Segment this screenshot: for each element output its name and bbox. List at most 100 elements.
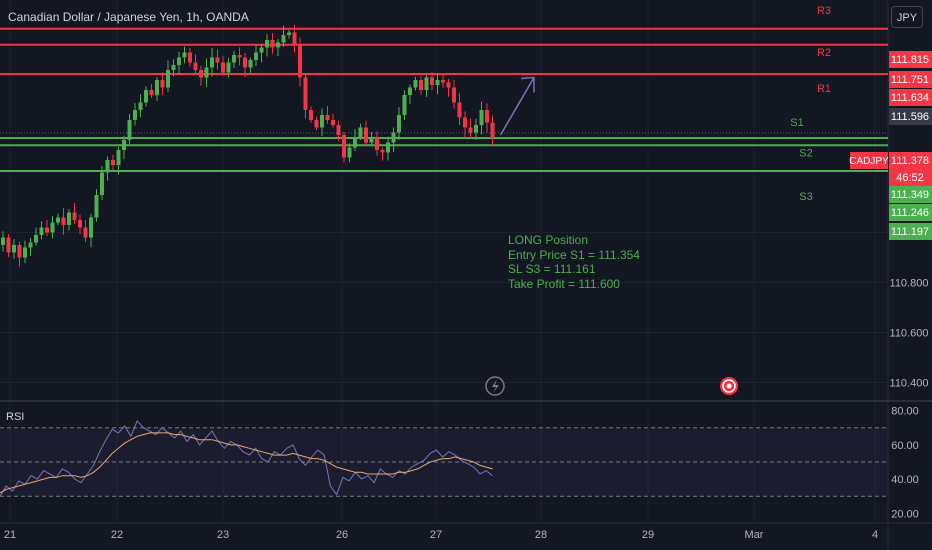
price-badge [889, 71, 932, 88]
price-tick-label: 110.600 [890, 328, 929, 340]
candle-body [336, 125, 341, 135]
candle-body [413, 80, 418, 88]
price-badge-label: 111.197 [891, 226, 929, 238]
candle-body [369, 137, 374, 143]
candle-body [199, 70, 203, 78]
level-label-s3: S3 [799, 191, 812, 203]
candle-body [188, 52, 192, 63]
candle-body [309, 110, 313, 120]
candle-body [463, 117, 467, 128]
candles [1, 24, 535, 267]
candle-body [111, 160, 115, 165]
candle-body [34, 235, 38, 243]
candle-body [122, 140, 126, 150]
price-badge [889, 108, 932, 125]
price-badge [889, 186, 932, 203]
candle-body [325, 115, 330, 120]
candle-body [364, 127, 368, 143]
position-note: LONG Position Entry Price S1 = 111.354 S… [508, 233, 640, 291]
candle-body [270, 40, 275, 48]
level-label-r3: R3 [817, 5, 831, 17]
x-tick-label: 22 [111, 529, 123, 541]
candle-body [397, 115, 401, 133]
currency-button[interactable]: JPY [891, 6, 923, 28]
candle-body [446, 82, 451, 88]
candle-body [45, 227, 49, 233]
candle-body [149, 90, 154, 95]
candle-body [94, 195, 99, 218]
candle-body [243, 57, 247, 68]
candle-body [452, 87, 456, 103]
price-badge [889, 89, 932, 106]
x-tick-label: 21 [4, 529, 16, 541]
candle-body [1, 237, 5, 245]
candle-body [171, 65, 176, 70]
candle-body [265, 40, 269, 48]
candle-body [342, 135, 346, 158]
candle-body [441, 80, 445, 83]
candle-body [226, 62, 231, 73]
price-badge-label: 111.349 [891, 189, 929, 201]
candle-body [281, 35, 286, 43]
candle-body [89, 217, 93, 238]
candle-body [232, 55, 236, 63]
candle-body [204, 67, 209, 78]
candle-body [23, 247, 27, 258]
candle-body [177, 57, 181, 65]
candle-body [61, 217, 66, 225]
candle-body [303, 77, 308, 110]
candle-body [127, 120, 132, 140]
x-tick-label: 4 [872, 529, 878, 541]
x-tick-label: 28 [535, 529, 547, 541]
candle-body [358, 127, 363, 138]
candle-body [380, 150, 385, 153]
candle-body [424, 77, 429, 90]
level-label-r2: R2 [817, 47, 831, 59]
candle-body [391, 132, 396, 143]
candle-body [56, 217, 60, 223]
candle-body [375, 137, 379, 150]
projection-arrow [499, 77, 535, 136]
chart-icons [485, 376, 738, 396]
candle-body [254, 52, 258, 60]
note-line-stop-loss: SL S3 = 111.161 [508, 262, 596, 276]
candle-body [248, 60, 253, 68]
price-badge-label: 111.634 [891, 92, 929, 104]
level-label-r1: R1 [817, 83, 831, 95]
candle-body [160, 80, 165, 88]
candle-body [314, 120, 319, 128]
candle-body [479, 110, 484, 125]
level-label-s1: S1 [790, 117, 803, 129]
candle-body [155, 80, 159, 95]
level-label-s2: S2 [799, 147, 812, 159]
candle-body [287, 32, 291, 35]
candle-body [72, 212, 77, 220]
candle-body [182, 52, 187, 58]
candle-body [116, 150, 121, 165]
candle-body [331, 120, 335, 125]
lightning-icon-bolt [492, 379, 499, 393]
price-badge-label: 111.378 [891, 155, 929, 167]
candle-body [133, 110, 137, 120]
chart-title: Canadian Dollar / Japanese Yen, 1h, OAND… [8, 10, 249, 24]
note-line-position: LONG Position [508, 233, 589, 247]
price-tick-label: 110.400 [890, 378, 929, 390]
rsi-tick-label: 80.00 [891, 406, 919, 418]
candle-body [237, 55, 242, 58]
candle-body [12, 245, 16, 253]
price-badge-label: 111.596 [891, 111, 929, 123]
candle-body [320, 115, 324, 128]
price-badge [889, 51, 932, 68]
candle-body [215, 57, 220, 63]
candle-body [17, 245, 22, 258]
candle-body [67, 212, 71, 225]
rsi-pane: 80.00 60.00 40.00 20.00 [0, 406, 919, 520]
candle-body [210, 57, 214, 68]
candle-body [50, 222, 55, 233]
price-badge-label: 111.246 [891, 207, 929, 219]
note-line-entry: Entry Price S1 = 111.354 [508, 247, 640, 262]
candle-body [402, 95, 407, 115]
candle-body [193, 62, 198, 70]
